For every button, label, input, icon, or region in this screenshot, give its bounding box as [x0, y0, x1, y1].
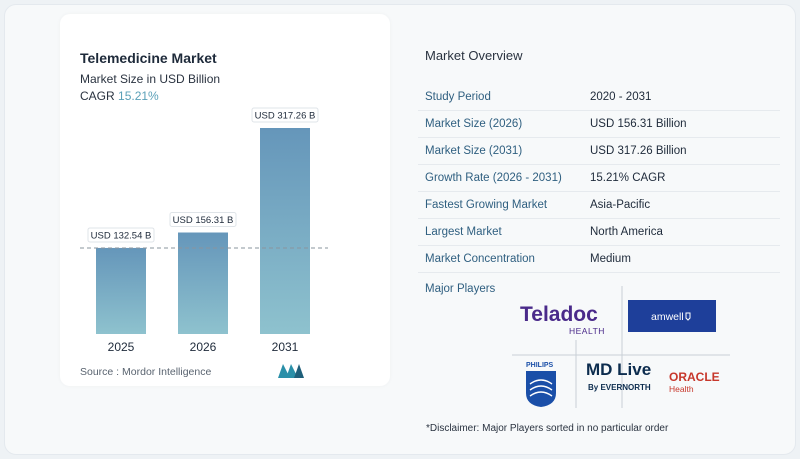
- x-tick-label: 2026: [190, 340, 217, 354]
- overview-value: North America: [590, 226, 663, 238]
- cagr-label: CAGR: [80, 89, 115, 103]
- bar-2026: [178, 232, 228, 334]
- overview-row: Growth Rate (2026 - 2031) 15.21% CAGR: [418, 165, 780, 192]
- overview-value: USD 156.31 Billion: [590, 118, 687, 130]
- bar-chart: USD 132.54 B 2025 USD 156.31 B 2026 USD 317.…: [80, 107, 328, 354]
- mordor-logo-icon: [278, 364, 304, 378]
- data-label-box: [251, 107, 319, 123]
- data-label: USD 132.54 B: [91, 230, 152, 241]
- overview-value: 2020 - 2031: [590, 91, 652, 103]
- data-label: USD 156.31 B: [173, 215, 234, 226]
- overview-key: Growth Rate (2026 - 2031): [425, 172, 562, 184]
- overview-row: Market Size (2031) USD 317.26 Billion: [418, 138, 780, 165]
- overview-key: Study Period: [425, 91, 491, 103]
- cagr-value: 15.21%: [118, 89, 159, 103]
- overview-key: Market Size (2031): [425, 145, 523, 157]
- chart-subtitle: Market Size in USD Billion: [80, 72, 221, 86]
- overview-key: Largest Market: [425, 226, 502, 238]
- x-tick-label: 2031: [272, 340, 299, 354]
- chart-title: Telemedicine Market: [80, 50, 217, 66]
- overview-value: USD 317.26 Billion: [590, 145, 687, 157]
- bar-2025: [96, 247, 146, 334]
- overview-key: Market Size (2026): [425, 118, 523, 130]
- overview-row: Market Size (2026) USD 156.31 Billion: [418, 111, 780, 138]
- overview-row: Largest Market North America: [418, 219, 780, 246]
- x-tick-label: 2025: [108, 340, 135, 354]
- overview-row: Market Concentration Medium: [418, 246, 780, 273]
- overview-value: Asia-Pacific: [590, 199, 651, 211]
- data-label-box: [169, 212, 237, 228]
- overview-value: Medium: [590, 253, 631, 265]
- overview-key: Fastest Growing Market: [425, 199, 548, 211]
- source-text: Source : Mordor Intelligence: [80, 366, 212, 378]
- overview-row: Study Period 2020 - 2031: [418, 84, 780, 111]
- data-label: USD 317.26 B: [255, 111, 316, 122]
- overview-value: 15.21% CAGR: [590, 172, 666, 184]
- players-title: Major Players: [425, 283, 496, 295]
- overview-key: Market Concentration: [425, 253, 535, 265]
- data-label-box: [87, 227, 155, 243]
- bar-2031: [260, 128, 310, 334]
- cagr-text: CAGR 15.21%: [80, 89, 159, 103]
- overview-row: Fastest Growing Market Asia-Pacific: [418, 192, 780, 219]
- disclaimer: *Disclaimer: Major Players sorted in no …: [426, 423, 669, 434]
- overview-title: Market Overview: [425, 48, 523, 63]
